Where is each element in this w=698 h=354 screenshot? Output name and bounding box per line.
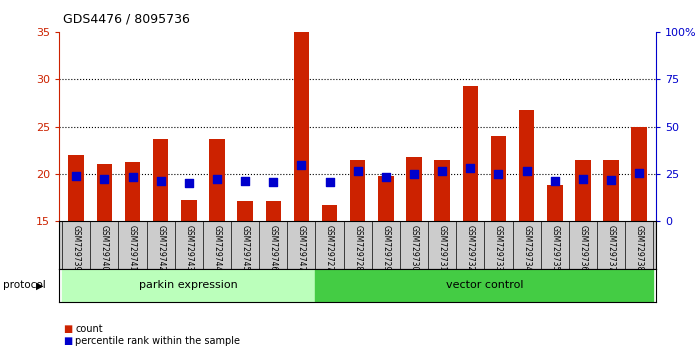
Text: GSM729727: GSM729727 bbox=[325, 225, 334, 271]
Bar bbox=[406, 157, 422, 221]
Text: GSM729738: GSM729738 bbox=[634, 225, 644, 271]
Text: GSM729744: GSM729744 bbox=[212, 225, 221, 272]
Point bbox=[268, 179, 279, 185]
Point bbox=[493, 171, 504, 177]
Text: GSM729735: GSM729735 bbox=[550, 225, 559, 272]
Bar bbox=[209, 139, 225, 221]
Text: GSM729733: GSM729733 bbox=[494, 225, 503, 272]
Text: GSM729737: GSM729737 bbox=[607, 225, 616, 272]
Point bbox=[549, 179, 560, 184]
Bar bbox=[350, 160, 366, 221]
Bar bbox=[603, 160, 619, 221]
Text: GSM729745: GSM729745 bbox=[241, 225, 250, 272]
Point bbox=[521, 168, 532, 174]
Bar bbox=[294, 32, 309, 221]
Bar bbox=[62, 269, 315, 302]
Text: GSM729742: GSM729742 bbox=[156, 225, 165, 271]
Text: parkin expression: parkin expression bbox=[140, 280, 238, 290]
Bar bbox=[322, 205, 337, 221]
Bar bbox=[491, 136, 506, 221]
Bar bbox=[434, 160, 450, 221]
Bar bbox=[68, 155, 84, 221]
Text: GSM729743: GSM729743 bbox=[184, 225, 193, 272]
Bar bbox=[378, 176, 394, 221]
Bar bbox=[463, 86, 478, 221]
Text: ■: ■ bbox=[63, 336, 72, 346]
Text: GSM729728: GSM729728 bbox=[353, 225, 362, 271]
Text: percentile rank within the sample: percentile rank within the sample bbox=[75, 336, 240, 346]
Text: count: count bbox=[75, 324, 103, 333]
Text: GSM729729: GSM729729 bbox=[381, 225, 390, 271]
Bar bbox=[519, 109, 535, 221]
Bar bbox=[632, 127, 647, 221]
Point bbox=[465, 165, 476, 171]
Point bbox=[99, 176, 110, 182]
Bar bbox=[125, 161, 140, 221]
Bar bbox=[153, 139, 168, 221]
Bar bbox=[547, 185, 563, 221]
Point bbox=[155, 178, 166, 183]
Text: GSM729732: GSM729732 bbox=[466, 225, 475, 271]
Text: GSM729731: GSM729731 bbox=[438, 225, 447, 271]
Bar bbox=[96, 164, 112, 221]
Text: GSM729740: GSM729740 bbox=[100, 225, 109, 272]
Text: ▶: ▶ bbox=[36, 280, 44, 290]
Point bbox=[634, 170, 645, 176]
Point bbox=[408, 171, 419, 177]
Text: GSM729736: GSM729736 bbox=[579, 225, 588, 272]
Point bbox=[239, 178, 251, 183]
Text: ■: ■ bbox=[63, 324, 72, 333]
Text: vector control: vector control bbox=[445, 280, 524, 290]
Point bbox=[70, 173, 82, 179]
Text: protocol: protocol bbox=[3, 280, 46, 290]
Text: GDS4476 / 8095736: GDS4476 / 8095736 bbox=[63, 12, 190, 25]
Point bbox=[324, 179, 335, 185]
Point bbox=[605, 177, 616, 182]
Text: GSM729739: GSM729739 bbox=[72, 225, 81, 272]
Bar bbox=[575, 160, 591, 221]
Bar bbox=[181, 200, 197, 221]
Text: GSM729730: GSM729730 bbox=[410, 225, 419, 272]
Text: GSM729741: GSM729741 bbox=[128, 225, 137, 271]
Point bbox=[296, 162, 307, 168]
Bar bbox=[265, 201, 281, 221]
Point bbox=[577, 176, 588, 182]
Point bbox=[211, 176, 223, 182]
Point bbox=[127, 174, 138, 179]
Text: GSM729747: GSM729747 bbox=[297, 225, 306, 272]
Bar bbox=[315, 269, 653, 302]
Point bbox=[352, 168, 363, 174]
Bar bbox=[237, 201, 253, 221]
Point bbox=[380, 174, 392, 179]
Text: GSM729734: GSM729734 bbox=[522, 225, 531, 272]
Point bbox=[436, 168, 447, 174]
Point bbox=[184, 181, 195, 186]
Text: GSM729746: GSM729746 bbox=[269, 225, 278, 272]
